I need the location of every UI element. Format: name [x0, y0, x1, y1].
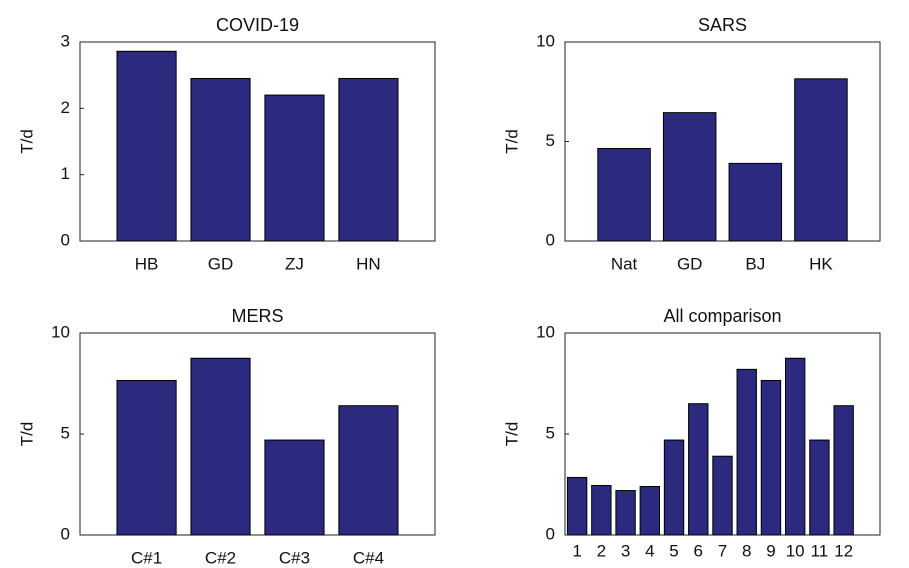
axes-box [79, 41, 436, 242]
x-tick-label: C#3 [279, 548, 310, 567]
x-tick-label: GD [677, 254, 703, 273]
bar [728, 162, 783, 242]
y-tick-label: 10 [536, 322, 555, 341]
x-tick-label: 4 [645, 541, 654, 560]
y-tick-label: 0 [546, 524, 555, 543]
bar [338, 77, 399, 242]
x-tick-label: 11 [811, 541, 829, 560]
bar [615, 490, 636, 536]
bar [566, 476, 588, 536]
x-tick-label: C#4 [353, 548, 384, 567]
y-tick-label: 10 [536, 31, 555, 50]
subplot-title: All comparison [663, 306, 781, 326]
bar [663, 439, 685, 536]
x-tick-label: C#1 [131, 548, 162, 567]
bar [591, 485, 612, 536]
bar [190, 77, 251, 242]
y-axis-label: T/d [502, 129, 521, 154]
y-tick-label: 2 [61, 98, 70, 117]
y-tick-label: 0 [546, 230, 555, 249]
bar [338, 405, 399, 536]
y-tick-label: 5 [546, 131, 555, 150]
bar [794, 78, 848, 242]
x-tick-label: 5 [669, 541, 678, 560]
x-tick-label: HK [809, 254, 833, 273]
y-tick-label: 5 [546, 423, 555, 442]
bar [833, 405, 854, 536]
bar [639, 486, 660, 536]
x-tick-label: 9 [766, 541, 775, 560]
subplot-title: SARS [698, 15, 747, 35]
x-tick-label: BJ [745, 254, 765, 273]
x-tick-label: ZJ [285, 254, 304, 273]
x-tick-label: 6 [694, 541, 703, 560]
x-tick-label: 12 [834, 541, 853, 560]
bar [809, 439, 830, 536]
x-tick-label: 3 [621, 541, 630, 560]
x-tick-label: Nat [611, 254, 638, 273]
y-axis-label: T/d [502, 422, 521, 447]
x-tick-label: HN [356, 254, 381, 273]
y-tick-label: 5 [61, 423, 70, 442]
bar [264, 439, 325, 536]
x-tick-label: 7 [718, 541, 727, 560]
x-tick-label: 1 [572, 541, 581, 560]
bar [116, 379, 177, 536]
y-tick-label: 3 [61, 31, 70, 50]
y-axis-label: T/d [17, 129, 36, 154]
x-tick-label: 2 [597, 541, 606, 560]
bar [597, 147, 651, 242]
subplot-title: COVID-19 [216, 15, 299, 35]
bar [688, 403, 709, 536]
bar [190, 357, 251, 536]
y-axis-label: T/d [17, 422, 36, 447]
subplot-title: MERS [231, 306, 283, 326]
bar [736, 368, 757, 536]
bar [712, 455, 733, 536]
y-tick-label: 1 [61, 164, 70, 183]
bar [662, 112, 717, 242]
x-tick-label: 10 [786, 541, 805, 560]
x-tick-label: GD [208, 254, 234, 273]
y-tick-label: 0 [61, 524, 70, 543]
y-tick-label: 10 [51, 322, 70, 341]
bar [785, 357, 806, 536]
x-tick-label: C#2 [205, 548, 236, 567]
bar [760, 379, 782, 536]
x-tick-label: 8 [742, 541, 751, 560]
y-tick-label: 0 [61, 230, 70, 249]
x-tick-label: HB [135, 254, 159, 273]
bar [264, 94, 325, 242]
bar [116, 50, 177, 242]
